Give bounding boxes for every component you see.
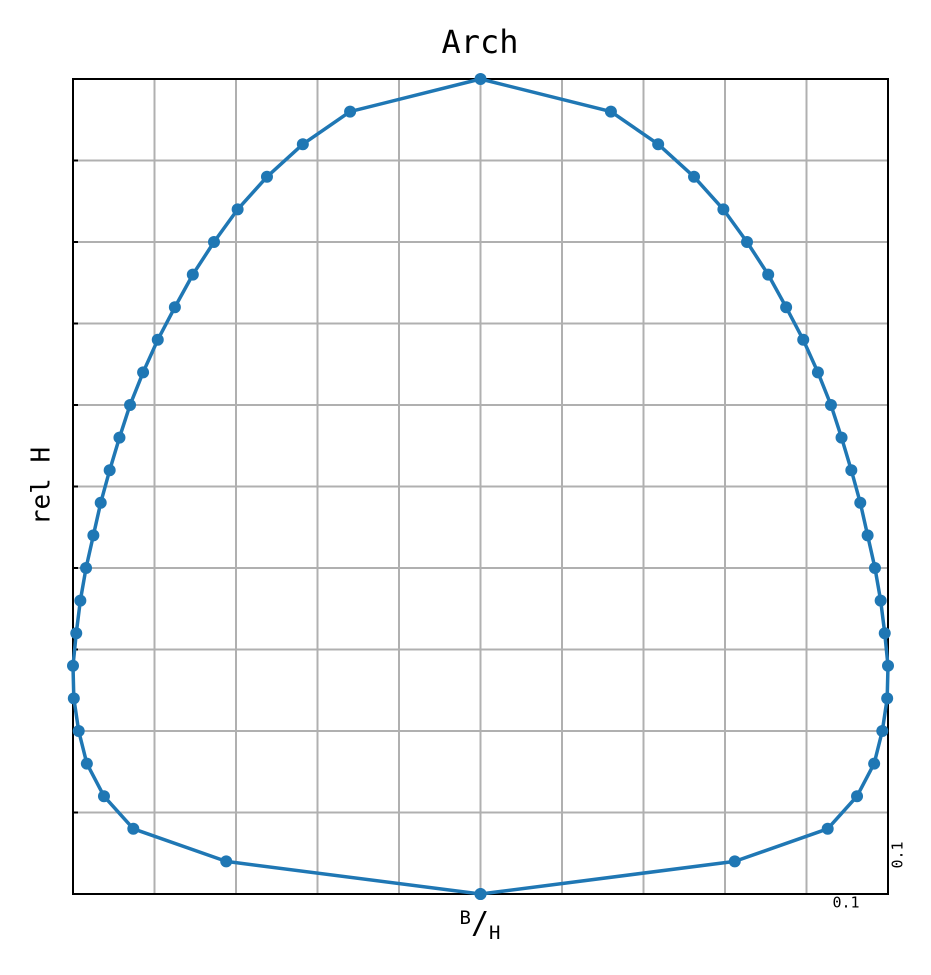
- data-point: [67, 692, 80, 705]
- data-point: [87, 529, 100, 542]
- data-point: [72, 725, 85, 737]
- data-point: [94, 496, 107, 509]
- y-scale-label: 0.1: [889, 841, 907, 868]
- data-point: [80, 757, 93, 770]
- y-axis-label: rel H: [27, 447, 57, 525]
- data-point: [780, 301, 793, 314]
- data-point: [103, 464, 116, 477]
- data-point: [881, 692, 894, 705]
- data-point: [741, 236, 754, 248]
- data-point: [168, 301, 181, 314]
- data-point: [127, 822, 140, 835]
- data-point: [717, 203, 730, 216]
- data-point: [824, 399, 837, 411]
- data-point: [688, 170, 701, 183]
- data-point: [882, 659, 894, 672]
- data-point: [97, 790, 110, 803]
- data-point: [878, 627, 891, 640]
- data-point: [344, 105, 357, 118]
- data-point: [474, 73, 487, 85]
- data-point: [207, 236, 220, 248]
- data-point: [220, 855, 233, 868]
- x-scale-label: 0.1: [832, 894, 859, 912]
- data-point: [474, 888, 487, 900]
- data-point: [868, 562, 881, 574]
- chart-title: Arch: [441, 23, 518, 61]
- data-point: [652, 138, 665, 151]
- data-point: [845, 464, 858, 477]
- data-point: [876, 725, 889, 737]
- data-point: [797, 333, 810, 346]
- data-point: [851, 790, 864, 803]
- data-point: [67, 659, 79, 672]
- data-point: [762, 268, 775, 281]
- data-point: [113, 431, 126, 444]
- data-point: [821, 822, 834, 835]
- data-point: [74, 594, 87, 607]
- data-point: [811, 366, 824, 379]
- data-point: [151, 333, 164, 346]
- data-point: [835, 431, 848, 444]
- data-point: [231, 203, 244, 216]
- data-point: [80, 562, 93, 574]
- data-point: [874, 594, 887, 607]
- data-point: [70, 627, 83, 640]
- data-point: [137, 366, 150, 379]
- data-point: [296, 138, 309, 151]
- data-point: [604, 105, 617, 118]
- x-axis-label: B/H: [460, 906, 501, 944]
- data-point: [124, 399, 137, 411]
- data-point: [868, 757, 881, 770]
- data-point: [728, 855, 741, 868]
- data-point: [854, 496, 867, 509]
- data-point: [861, 529, 874, 542]
- data-point: [186, 268, 199, 281]
- data-point: [260, 170, 273, 183]
